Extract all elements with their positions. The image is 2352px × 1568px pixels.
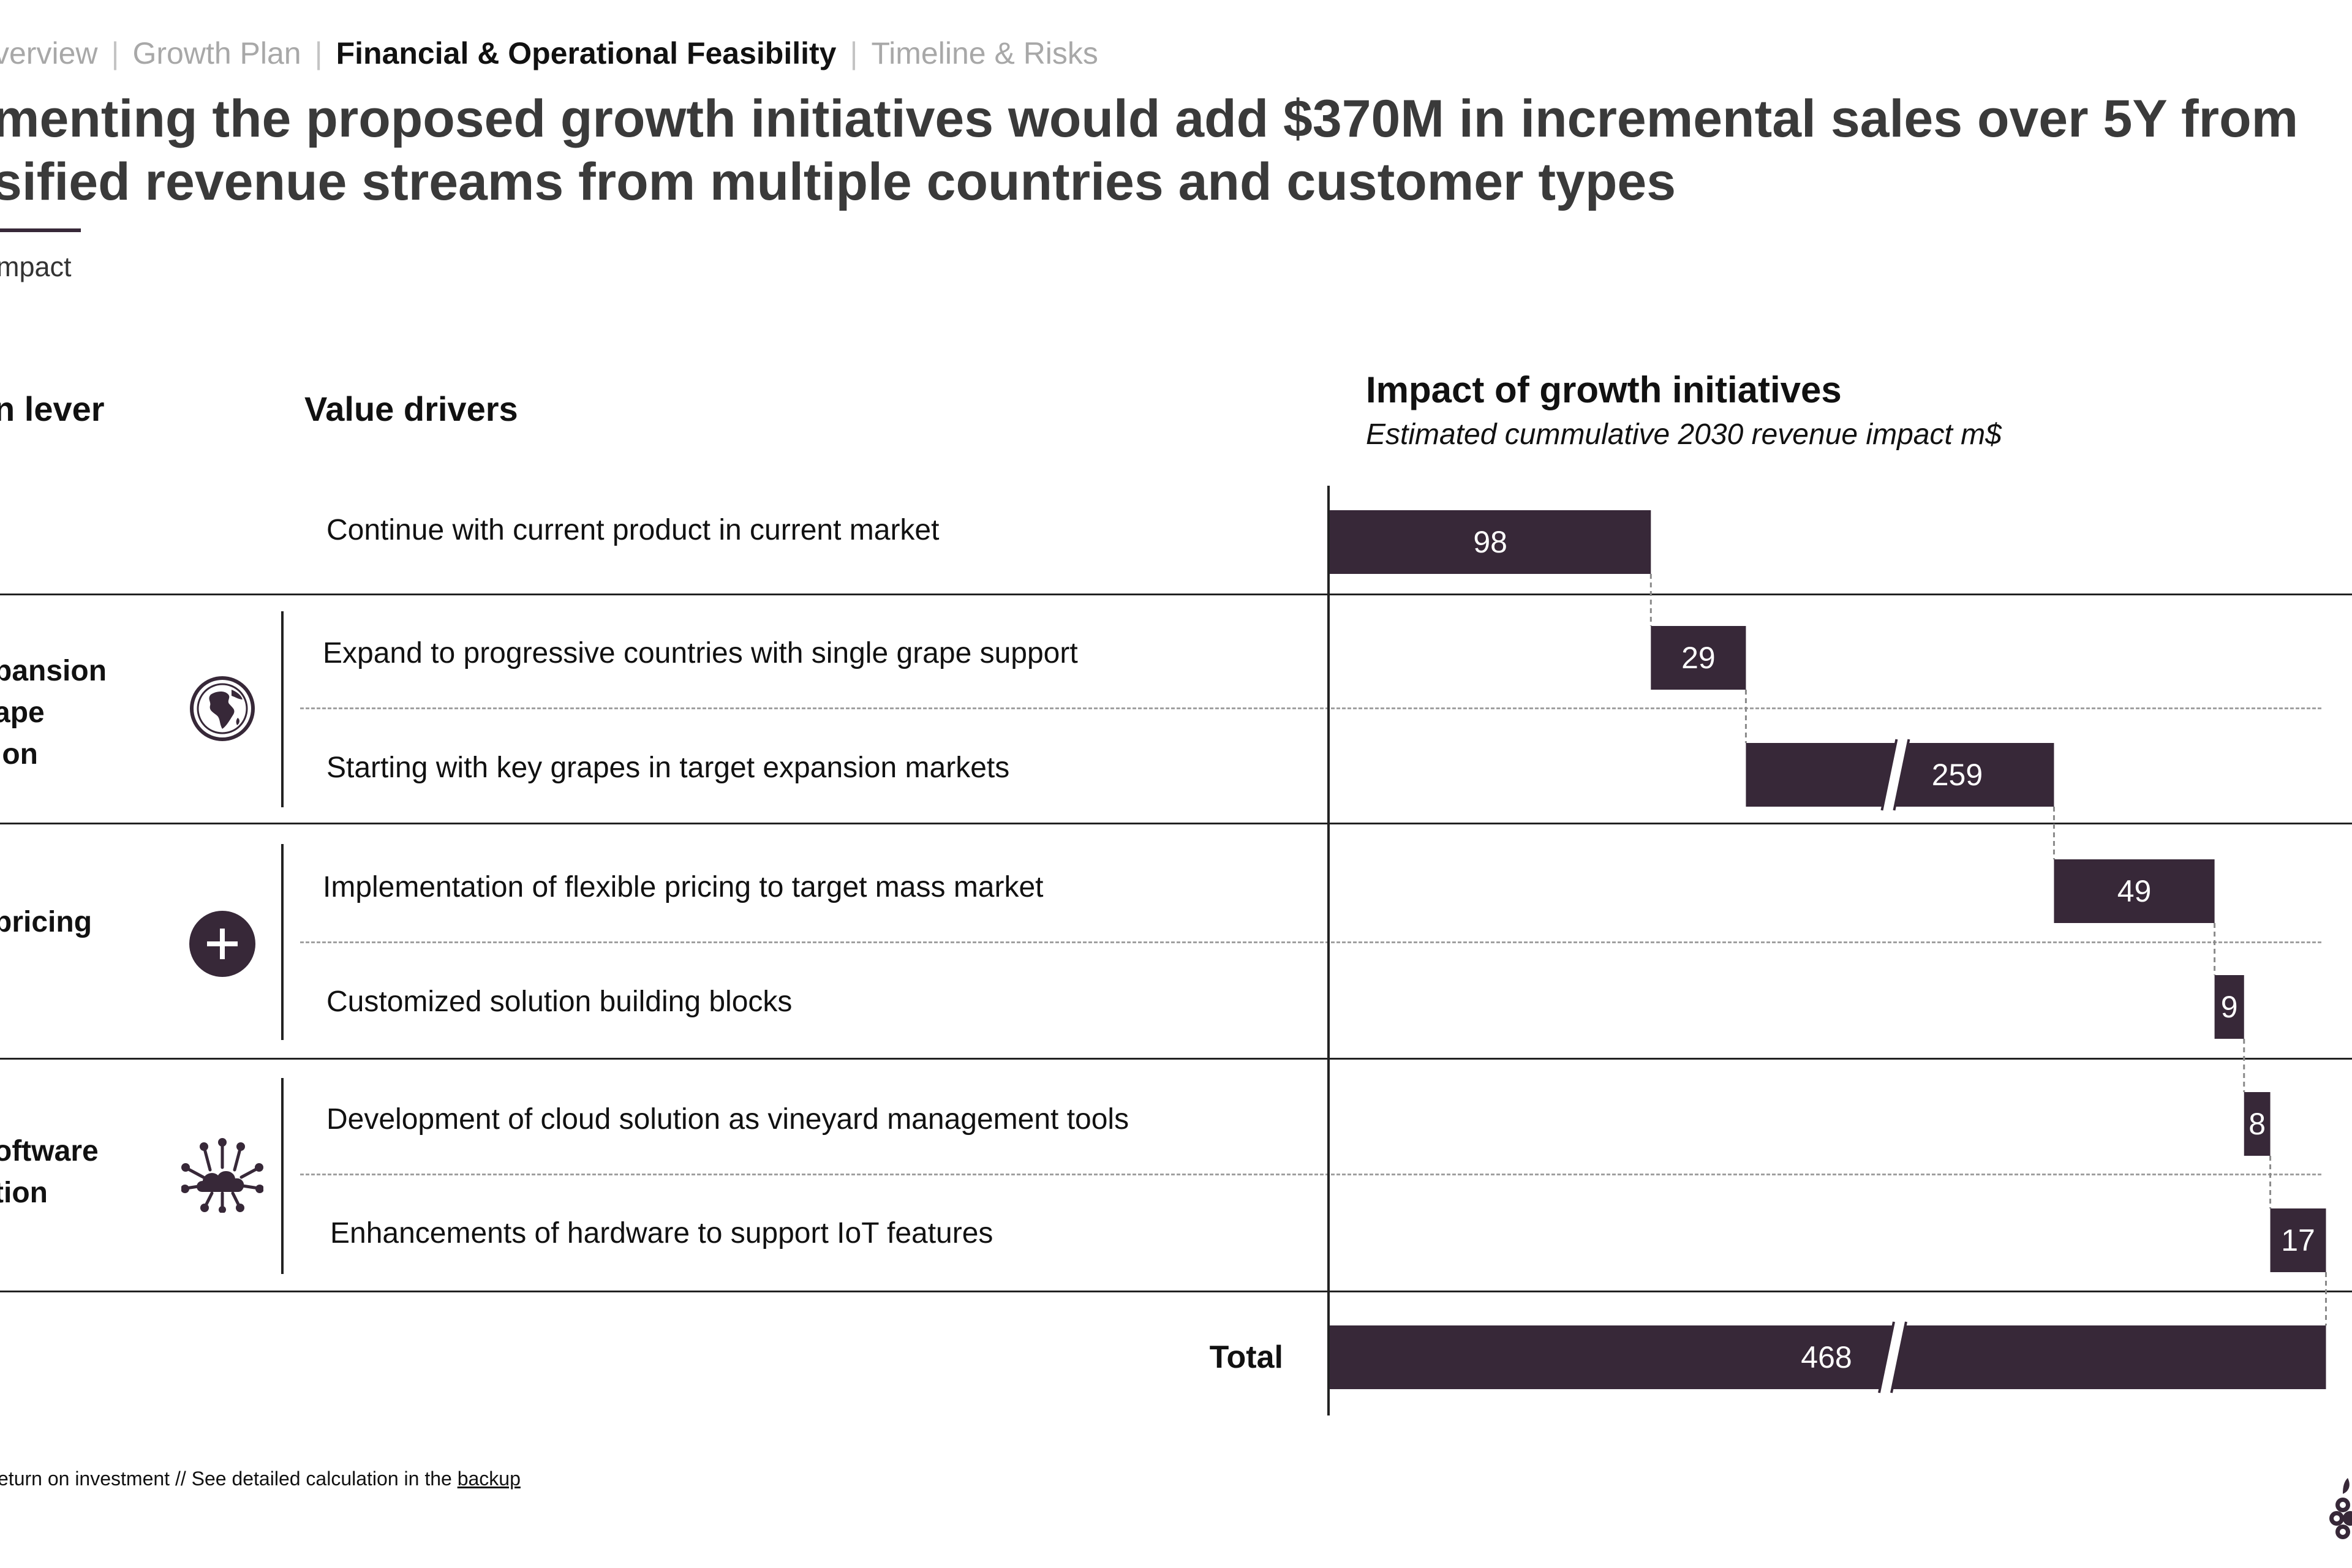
bar-5 bbox=[2214, 975, 2244, 1039]
bar-6 bbox=[2244, 1092, 2271, 1156]
driver-progressive-countries: Expand to progressive countries with sin… bbox=[323, 637, 1078, 669]
row-divider bbox=[0, 1291, 2352, 1292]
row-divider bbox=[0, 823, 2352, 824]
axis-break-mark-edge bbox=[1893, 739, 1910, 811]
page-title-line-1: menting the proposed growth initiatives … bbox=[0, 89, 2299, 148]
group-bracket-line bbox=[281, 1078, 284, 1274]
footnote-text: eturn on investment // See detailed calc… bbox=[0, 1468, 458, 1490]
bar-value-label-2: 29 bbox=[1681, 641, 1716, 675]
breadcrumb-separator: | bbox=[850, 36, 858, 70]
chart-title: Impact of growth initiatives bbox=[1366, 369, 1842, 410]
group-bracket-line bbox=[281, 844, 284, 1040]
driver-current-market: Continue with current product in current… bbox=[326, 514, 940, 546]
plus-icon bbox=[189, 911, 255, 977]
bar-value-label-1: 98 bbox=[1473, 525, 1507, 559]
lever-label-expansion: pansionapeion bbox=[0, 655, 107, 771]
bar-value-label-5: 9 bbox=[2221, 990, 2238, 1024]
breadcrumb-separator: | bbox=[314, 36, 323, 70]
row-divider bbox=[0, 594, 2352, 595]
bar-value-label-7: 17 bbox=[2281, 1223, 2315, 1257]
grape-logo bbox=[2329, 1478, 2352, 1539]
breadcrumb-financial-feasibility[interactable]: Financial & Operational Feasibility bbox=[336, 36, 837, 70]
driver-iot-hardware: Enhancements of hardware to support IoT … bbox=[330, 1217, 993, 1250]
group-bracket-line bbox=[281, 611, 284, 807]
axis-break-mark-edge bbox=[1880, 739, 1898, 811]
breadcrumb-separator: | bbox=[111, 36, 119, 70]
cloud-network-icon bbox=[181, 1138, 263, 1213]
bar-total bbox=[1330, 1325, 2326, 1389]
bar-value-label-4: 49 bbox=[2117, 874, 2152, 908]
driver-building-blocks: Customized solution building blocks bbox=[326, 986, 793, 1018]
breadcrumb-timeline-risks[interactable]: Timeline & Risks bbox=[871, 36, 1098, 70]
chart-subtitle: Estimated cummulative 2030 revenue impac… bbox=[1366, 418, 2002, 451]
row-divider bbox=[0, 1058, 2352, 1060]
breadcrumb-growth-plan[interactable]: Growth Plan bbox=[132, 36, 301, 70]
bar-1 bbox=[1330, 510, 1651, 574]
sub-row-divider bbox=[300, 707, 2321, 709]
driver-flexible-pricing: Implementation of flexible pricing to ta… bbox=[323, 871, 1044, 903]
sub-row-divider bbox=[300, 1174, 2321, 1175]
lever-label-pricing: pricing bbox=[0, 906, 92, 938]
breadcrumb: verview | Growth Plan | Financial & Operatio… bbox=[0, 36, 1098, 71]
page-subtitle: mpact bbox=[0, 251, 72, 282]
axis-break-mark-total-edge bbox=[1890, 1321, 1907, 1393]
driver-cloud-solution: Development of cloud solution as vineyar… bbox=[326, 1103, 1129, 1136]
sub-row-divider bbox=[300, 941, 2321, 943]
globe-icon bbox=[190, 676, 255, 741]
axis-break-mark-total bbox=[1879, 1323, 1906, 1392]
footnote: eturn on investment // See detailed calc… bbox=[0, 1468, 521, 1490]
drivers-column-header: Value drivers bbox=[304, 390, 518, 428]
bar-value-label-6: 8 bbox=[2248, 1107, 2266, 1141]
lever-column-header: n lever bbox=[0, 390, 105, 428]
breadcrumb-overview[interactable]: verview bbox=[0, 36, 98, 70]
bar-2 bbox=[1651, 626, 1746, 690]
backup-link[interactable]: backup bbox=[457, 1468, 521, 1490]
axis-break-mark bbox=[1882, 741, 1909, 809]
bar-total-value-label: 468 bbox=[1801, 1340, 1852, 1374]
lever-label-software: oftwaretion bbox=[0, 1135, 99, 1209]
axis-break-mark-total-edge bbox=[1878, 1321, 1895, 1393]
bar-7 bbox=[2270, 1208, 2326, 1272]
bar-4 bbox=[2054, 859, 2215, 923]
bar-value-label-3: 259 bbox=[1932, 758, 1983, 792]
chart-axis-line bbox=[1327, 486, 1330, 1415]
page-title-line-2: sified revenue streams from multiple cou… bbox=[0, 153, 1676, 211]
total-label: Total bbox=[1210, 1340, 1283, 1375]
title-accent-line bbox=[0, 228, 81, 232]
driver-key-grapes: Starting with key grapes in target expan… bbox=[326, 752, 1010, 784]
